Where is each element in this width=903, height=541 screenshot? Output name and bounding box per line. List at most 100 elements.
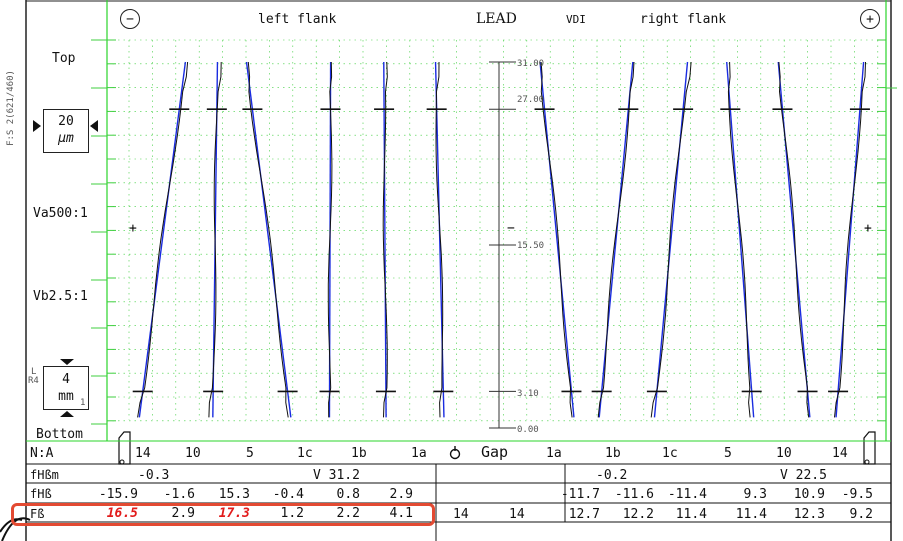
row-label-fb: Fß [30,507,45,521]
measured-trace [137,61,189,418]
cell-fhb-right: -11.7 [560,487,600,502]
measured-trace [247,61,289,418]
bottom-label: Bottom [36,427,83,442]
length-l-label: L [31,367,37,377]
nominal-trace [245,61,292,418]
scale-id-label: F:S 2(621/460) [5,70,16,146]
measured-trace [650,61,692,418]
row-label-fhbm: fHßm [30,468,59,482]
highlight-frame [11,503,435,526]
cell-fb-left: 1.2 [280,506,304,521]
cell-fb-left: 2.9 [171,506,195,521]
length-subscript: 1 [80,398,86,408]
gauge-icon [118,431,131,465]
gauge-icon [863,431,876,465]
cell-fhb-left: 2.9 [389,487,413,502]
cell-fhb-left: -0.4 [272,487,304,502]
cell-fhb-right: -11.4 [667,487,707,502]
length-r-label: R4 [28,376,39,386]
tooth-label: 1b [351,446,367,461]
axis-tick-label: 0.00 [517,425,539,435]
cell-fhb-left: -1.6 [163,487,195,502]
nominal-trace [383,61,387,418]
plus-icon: + [866,12,874,27]
cell-fhb-right: -11.6 [614,487,654,502]
gap-label: Gap [481,443,509,461]
cell-fhb-left: -15.9 [98,487,138,502]
nominal-trace [598,61,634,418]
left-flank-title: left flank [258,12,337,27]
measured-trace [834,61,866,418]
length-scale-box: 4 mm 1 [43,366,89,410]
tooth-label: 14 [135,446,151,461]
tooth-label: 10 [185,446,201,461]
na-label: N:A [30,446,54,461]
cell-fhb-left: 0.8 [336,487,360,502]
plus-marker: + [129,221,137,236]
measured-trace [435,61,444,418]
cell-fhbm-left-v: V 31.2 [313,468,360,483]
nominal-trace [434,61,445,418]
axis-tick-label: 15.50 [517,241,545,251]
minus-icon: − [126,12,134,27]
axis-tick-label: 3.10 [517,389,539,399]
amplitude-scale-box: 20 μm [43,109,89,153]
cell-fb-mid: 14 [509,507,525,522]
tooth-label: 5 [246,446,254,461]
minus-marker: − [507,221,515,236]
zoom-out-button[interactable]: − [120,9,140,29]
standard-label: VDI [566,13,586,26]
nominal-trace [539,61,575,418]
cell-fhbm-right-v: V 22.5 [780,468,827,483]
tooth-label: 1a [411,446,427,461]
cell-fhb-right: 10.9 [793,487,825,502]
top-label: Top [52,51,76,66]
tooth-label: 14 [832,446,848,461]
amplitude-value: 20 [58,114,74,129]
measured-trace [327,61,333,418]
length-unit: mm [58,389,74,404]
nominal-trace [835,61,865,418]
axis-tick-label: 31.00 [517,59,545,69]
length-value: 4 [62,372,70,387]
cell-fb-right: 12.2 [622,507,654,522]
tooth-label: 1a [546,446,562,461]
pointer-arrow-down [60,359,74,365]
measured-trace [727,61,751,418]
measured-trace [597,61,635,418]
cell-fb-right: 11.4 [675,507,707,522]
cell-fhb-right: 9.3 [743,487,767,502]
zoom-in-button[interactable]: + [860,9,880,29]
tooth-label: 1c [662,446,678,461]
nominal-trace [653,61,689,418]
cell-fb-right: 12.7 [568,507,600,522]
tooth-label: 1b [605,446,621,461]
axis-tick-label: 27.00 [517,95,545,105]
pointer-arrow-up [60,411,74,417]
chart-title: LEAD [476,11,517,27]
nominal-trace [138,61,187,418]
measured-trace [382,61,388,418]
corner-arc [0,518,23,533]
cell-fb-right: 12.3 [793,507,825,522]
measured-trace [208,61,222,418]
row-label-fhb: fHß [30,487,52,501]
nominal-trace [777,61,811,418]
measured-trace [778,61,810,418]
pointer-arrow-right [90,120,98,132]
plus-marker: + [864,221,872,236]
tooth-label: 1c [297,446,313,461]
measured-trace [540,61,573,418]
amplitude-unit: μm [58,131,74,146]
cell-fb-left-highlight: 16.5 [106,506,138,521]
cell-fhbm-left-mean: -0.3 [138,468,170,483]
vb-magnification: Vb2.5:1 [33,289,88,304]
cell-fb-mid: 14 [453,507,469,522]
cell-fb-left: 2.2 [336,506,360,521]
cell-fhb-right: -9.5 [841,487,873,502]
nominal-trace [726,61,755,418]
right-flank-title: right flank [640,12,727,27]
pointer-arrow-left [33,120,41,132]
